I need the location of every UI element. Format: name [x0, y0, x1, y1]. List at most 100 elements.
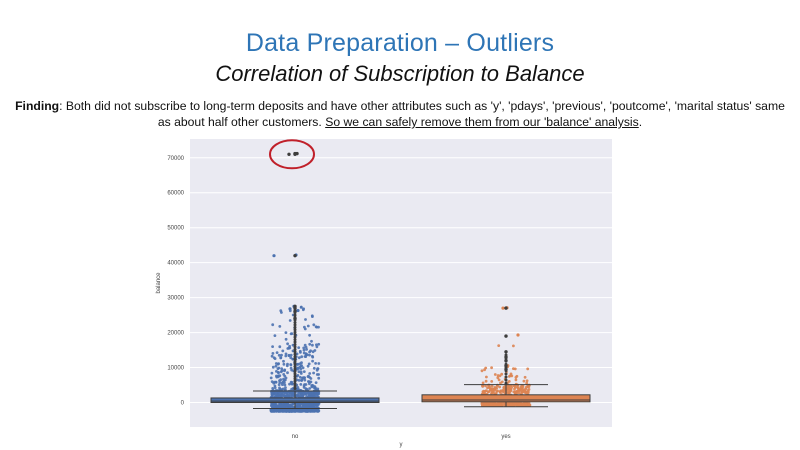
strip-point-no	[308, 342, 312, 346]
strip-point-no	[296, 366, 300, 370]
strip-point-yes	[513, 402, 517, 406]
strip-point-yes	[522, 404, 526, 407]
strip-point-no	[270, 371, 274, 375]
strip-point-no	[276, 367, 280, 371]
outlier-marker-no	[293, 357, 297, 361]
strip-point-no	[311, 394, 315, 397]
strip-point-no	[287, 409, 290, 413]
slide-subtitle: Correlation of Subscription to Balance	[215, 61, 585, 86]
strip-point-no	[290, 404, 293, 407]
strip-point-yes	[501, 306, 505, 310]
strip-point-no	[300, 355, 304, 359]
strip-point-yes	[505, 391, 509, 395]
finding-label: Finding	[15, 99, 60, 113]
strip-point-no	[280, 367, 284, 370]
strip-point-yes	[494, 386, 498, 390]
strip-point-yes	[524, 386, 528, 389]
strip-point-no	[302, 307, 305, 311]
outlier-marker-no	[293, 335, 297, 339]
strip-point-no	[308, 353, 311, 357]
strip-point-yes	[497, 344, 501, 347]
strip-point-no	[308, 350, 311, 354]
y-tick-label: 10000	[167, 366, 184, 372]
strip-point-no	[315, 373, 319, 376]
strip-point-no	[291, 409, 295, 413]
strip-point-no	[308, 382, 311, 386]
strip-point-no	[277, 362, 280, 366]
strip-point-yes	[525, 379, 529, 383]
strip-point-no	[277, 409, 281, 413]
strip-point-no	[277, 371, 280, 375]
outlier-marker-yes	[504, 366, 508, 370]
strip-point-no	[298, 362, 302, 365]
strip-point-no	[311, 354, 314, 358]
strip-point-yes	[523, 389, 526, 393]
outlier-marker-no	[293, 350, 297, 354]
outlier-marker-no	[293, 382, 297, 386]
strip-point-no	[294, 409, 298, 413]
strip-point-yes	[480, 369, 484, 373]
outlier-marker-no	[293, 338, 297, 342]
strip-point-no	[287, 353, 291, 357]
strip-point-no	[304, 318, 307, 321]
strip-point-no	[279, 404, 283, 408]
strip-point-no	[278, 345, 282, 349]
outlier-marker-no	[293, 374, 297, 378]
strip-point-no	[296, 362, 300, 366]
strip-point-no	[316, 367, 320, 370]
strip-point-yes	[525, 381, 529, 385]
strip-point-no	[299, 305, 303, 309]
strip-point-no	[306, 324, 310, 328]
strip-point-no	[297, 356, 301, 360]
strip-point-no	[274, 409, 278, 413]
strip-point-no	[280, 369, 284, 373]
strip-point-no	[275, 351, 279, 354]
strip-point-no	[305, 403, 308, 407]
strip-point-no	[289, 332, 293, 336]
y-tick-label: 60000	[167, 191, 184, 197]
strip-point-no	[281, 349, 285, 353]
outlier-marker-no	[293, 328, 297, 332]
strip-point-yes	[509, 374, 512, 378]
outlier-marker-no	[293, 367, 297, 371]
strip-point-no	[274, 380, 278, 384]
slide-title: Data Preparation – Outliers	[245, 29, 555, 57]
y-axis-label: balance	[156, 272, 162, 294]
strip-point-yes	[507, 380, 511, 383]
strip-point-yes	[513, 390, 517, 393]
strip-point-no	[272, 254, 276, 258]
strip-point-yes	[490, 380, 494, 383]
strip-point-yes	[490, 384, 494, 388]
strip-point-no	[311, 343, 314, 347]
finding-conclusion: So we can safely remove them from our 'b…	[325, 115, 639, 129]
strip-point-no	[273, 384, 277, 388]
outlier-marker-no	[293, 253, 297, 258]
outlier-highlight-circle	[269, 139, 315, 170]
strip-point-no	[282, 359, 285, 363]
finding-paragraph: Finding: Both did not subscribe to long-…	[14, 98, 786, 130]
strip-point-no	[306, 364, 310, 368]
y-tick-label: 70000	[167, 156, 184, 162]
strip-point-yes	[489, 388, 493, 392]
outlier-marker-yes	[504, 362, 508, 366]
outlier-marker-yes	[504, 350, 508, 354]
strip-point-yes	[490, 392, 493, 395]
outlier-marker-yes	[504, 334, 508, 338]
strip-point-no	[275, 374, 278, 378]
strip-point-yes	[490, 366, 493, 370]
outlier-marker-no	[293, 313, 297, 317]
strip-point-yes	[499, 381, 502, 385]
extreme-outlier-point	[295, 151, 299, 156]
outlier-marker-yes	[504, 369, 508, 373]
outlier-marker-no	[293, 323, 297, 327]
strip-point-no	[311, 384, 315, 388]
strip-point-no	[312, 323, 316, 327]
strip-point-yes	[483, 402, 487, 406]
strip-point-no	[271, 352, 275, 355]
outlier-marker-no	[293, 360, 297, 364]
outlier-marker-no	[293, 384, 297, 388]
outlier-marker-no	[293, 347, 297, 351]
strip-point-no	[310, 314, 314, 318]
strip-point-yes	[496, 376, 500, 380]
